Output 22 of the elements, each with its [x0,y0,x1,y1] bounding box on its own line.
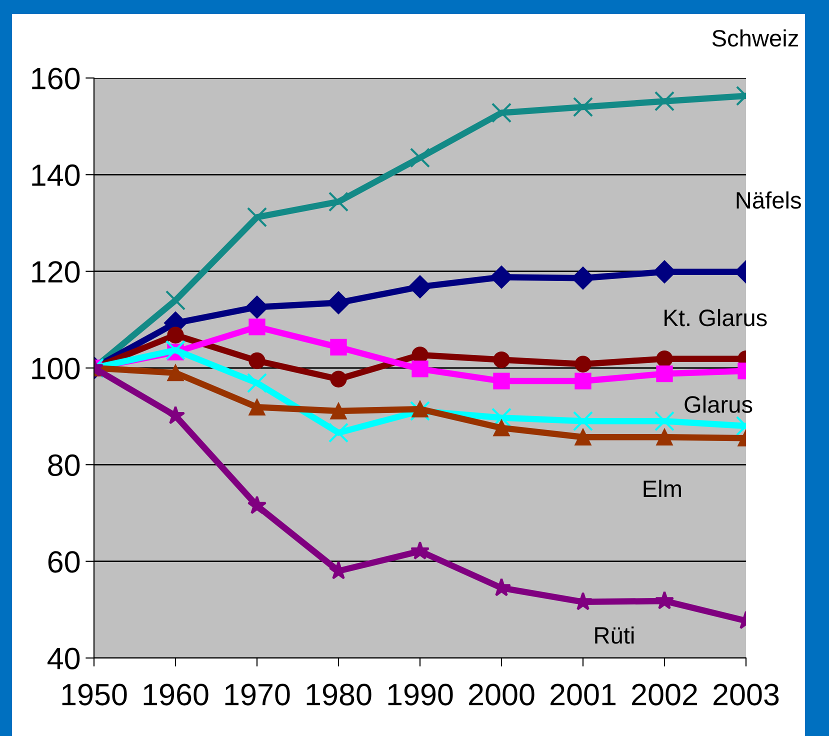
y-tick-label: 100 [32,358,80,380]
y-tick-label: 120 [32,261,80,283]
x-tick-label: 1980 [306,684,372,706]
x-tick-label: 2001 [550,684,616,706]
x-tick-label: 1950 [62,684,127,706]
text: Näfels [736,191,801,209]
series-label: Glarus [684,396,752,413]
y-tick-label: 160 [32,68,80,90]
y-tick-label: 60 [48,551,80,573]
series-label: Kt. Glarus [664,308,767,326]
x-tick-label: 2002 [632,684,697,706]
y-tick-label: 140 [32,164,80,186]
series-label: Rüti [595,626,634,644]
x-tick-label: 1970 [225,684,290,706]
y-tick-label: 80 [48,454,80,476]
series-label: Elm [644,480,681,497]
series-label: Schweiz [712,29,798,47]
x-tick-label: 1990 [388,684,453,706]
y-tick-label: 40 [48,648,80,670]
x-tick-label: 2000 [469,684,534,706]
x-tick-label: 2003 [714,684,779,706]
x-tick-label: 1960 [144,684,208,706]
